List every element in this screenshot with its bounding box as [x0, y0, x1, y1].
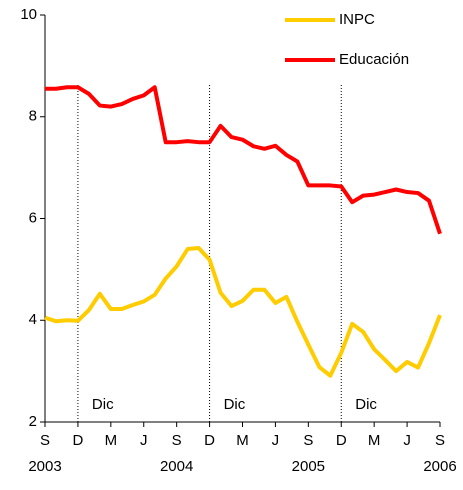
x-year-label: 2006 — [423, 458, 456, 475]
x-year-label: 2003 — [28, 458, 61, 475]
x-tick-label: D — [336, 432, 347, 449]
x-tick-label: M — [368, 432, 381, 449]
legend-label: Educación — [339, 51, 409, 68]
y-tick-label: 6 — [29, 209, 37, 226]
x-tick-label: D — [72, 432, 83, 449]
x-tick-label: J — [272, 432, 280, 449]
y-tick-label: 2 — [29, 413, 37, 430]
y-tick-label: 4 — [29, 311, 37, 328]
x-tick-label: S — [172, 432, 182, 449]
x-tick-label: M — [236, 432, 249, 449]
series-line — [44, 246, 442, 378]
marker-label: Dic — [92, 396, 114, 413]
marker-label: Dic — [224, 396, 246, 413]
x-tick-label: J — [140, 432, 148, 449]
x-tick-label: M — [105, 432, 118, 449]
x-tick-label: S — [40, 432, 50, 449]
x-year-label: 2004 — [160, 458, 193, 475]
y-tick-label: 8 — [29, 108, 37, 125]
legend-label: INPC — [339, 11, 375, 28]
series-line — [45, 85, 442, 235]
x-tick-label: J — [403, 432, 411, 449]
x-tick-label: S — [303, 432, 313, 449]
x-tick-label: S — [435, 432, 445, 449]
marker-label: Dic — [355, 396, 377, 413]
x-tick-label: D — [204, 432, 215, 449]
x-year-label: 2005 — [292, 458, 325, 475]
y-tick-label: 10 — [20, 6, 37, 23]
